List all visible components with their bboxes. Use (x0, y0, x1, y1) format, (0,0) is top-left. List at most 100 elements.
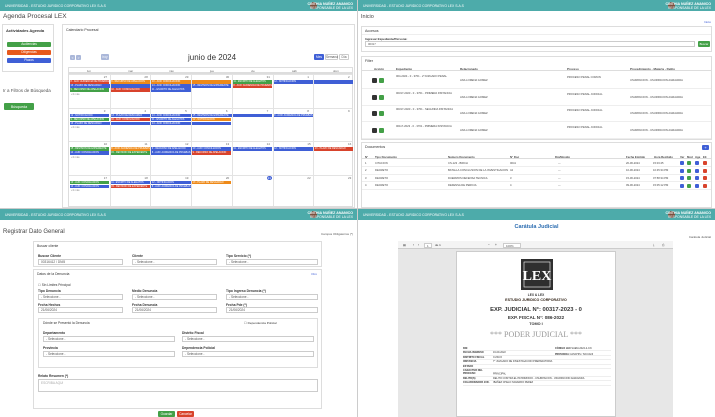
day-number[interactable]: 27 (103, 75, 108, 79)
department-select[interactable]: - Seleccione - (43, 336, 175, 342)
user-info[interactable]: CINTHIA NUÑEZ ANANICO RESPONSABLE DE LA … (308, 211, 353, 219)
prev-button[interactable]: < (70, 55, 75, 60)
day-number[interactable]: 11 (144, 142, 148, 146)
calendar-event[interactable]: 15 - REVISION DE EXPEDIENTE (110, 151, 150, 155)
calendar-event[interactable]: 14 - AUD: CONCILIACION (150, 113, 191, 117)
audiencias-button[interactable]: Audiencias (7, 42, 51, 47)
day-number[interactable]: 8 (307, 108, 309, 113)
search-icon[interactable] (379, 94, 384, 100)
view-icon[interactable] (680, 168, 684, 173)
avatar[interactable] (310, 211, 317, 218)
delete-icon[interactable] (703, 176, 707, 180)
avatar[interactable] (310, 2, 317, 9)
calendar-event[interactable]: 12 - NOTIFICACION (273, 147, 313, 151)
zoom-in-icon[interactable]: + (495, 243, 497, 247)
complaint-date-input[interactable]: 21/06/2024 (132, 307, 217, 313)
police-checkbox[interactable]: ☐ Dependencia Policial (244, 321, 277, 325)
calendar-event[interactable]: 15 - REVISION DE EXPEDIENTE (69, 147, 110, 151)
calendar-event[interactable]: 12 - NOTIFICACION (273, 80, 354, 84)
view-icon[interactable] (680, 161, 684, 165)
day-number[interactable]: 1 (307, 75, 309, 79)
table-row[interactable]: 00317-2023 - 0 - 3701 - PRIMERA INSTANCI… (362, 90, 711, 106)
calendar-event[interactable]: 12 - NOTIFICACION (69, 113, 110, 117)
prev-page-icon[interactable]: ‹ (413, 243, 415, 247)
calendar-event[interactable]: 15 - REVISION DE EXPEDIENTE (110, 184, 150, 188)
download-icon[interactable]: ⤓ (653, 243, 655, 247)
search-button[interactable]: Búsqueda (4, 103, 34, 110)
day-number[interactable]: 17 (103, 175, 108, 180)
table-row[interactable]: 004-2024 - 0 - 3701 - 2°JUZGADO PENAL AN… (362, 73, 711, 89)
day-number[interactable]: 3 (103, 108, 106, 113)
edit-icon[interactable] (372, 111, 377, 116)
calendar-event[interactable]: 13 - PLAZO DE DESCARGO (191, 180, 232, 184)
calendar-event[interactable]: 14 - AUD: CONCILIACION (69, 184, 110, 188)
day-number[interactable]: 6 (225, 108, 228, 113)
edit-icon[interactable] (372, 127, 377, 133)
view-day-button[interactable]: Día (339, 54, 349, 60)
day-number[interactable]: 19 (185, 175, 189, 180)
view-icon[interactable] (680, 176, 684, 180)
day-number[interactable]: 30 (225, 75, 230, 79)
next-page-icon[interactable]: › (418, 243, 420, 247)
plazos-button[interactable]: Plazos (7, 58, 51, 63)
day-number[interactable]: 2 (348, 75, 350, 79)
search-icon[interactable] (379, 111, 384, 116)
calendar-event[interactable]: 8 - AUD: AUDIENCIA DE PRUEBAS (69, 80, 110, 84)
modify-icon[interactable] (687, 176, 691, 180)
delete-icon[interactable] (703, 168, 707, 173)
diligencias-button[interactable]: Diligencias (7, 50, 51, 55)
user-info[interactable]: CINTHIA NUÑEZ ANANICO RESPONSABLE DE LA … (666, 211, 711, 219)
calendar-event[interactable]: 12 - NOTIFICACION (191, 117, 232, 121)
client-select[interactable]: - Seleccione - (132, 259, 217, 265)
day-number[interactable]: 22 (307, 175, 311, 180)
summary-textarea[interactable]: ESCRIBA AQUI (38, 379, 318, 392)
day-number[interactable]: 20 (225, 175, 230, 180)
modify-icon[interactable] (687, 161, 691, 165)
facts-date-input[interactable]: 21/06/2024 (38, 307, 123, 313)
day-number[interactable]: 5 (185, 108, 187, 113)
modify-icon[interactable] (687, 183, 691, 188)
user-info[interactable]: CINTHIA NUÑEZ ANANICO RESPONSABLE DE LA … (666, 2, 711, 10)
calendar-event[interactable]: 15 - REVISION DE EXPEDIENTE (191, 84, 232, 88)
more-events-link[interactable]: +3 más (71, 155, 80, 159)
calendar-event[interactable]: 8 - AUD: AUDIENCIA DE PRUEBAS (150, 151, 191, 155)
day-number[interactable]: 14 (266, 142, 270, 146)
day-number[interactable]: 23 (348, 175, 352, 180)
avatar[interactable] (668, 2, 675, 9)
table-row[interactable]: 4 DECRETO DEFENSA DE PERICIA 4 --- 09-06… (362, 183, 711, 190)
dni-input[interactable]: 00316412 / DNI5 (38, 259, 123, 265)
calendar-event[interactable]: 11 - ESCRITO DE ALEGATOS (232, 147, 273, 151)
add-document-button[interactable]: + (702, 145, 709, 150)
calendar-event[interactable]: 11 - ESCRITO DE ALEGATOS (232, 80, 273, 84)
day-number[interactable]: 13 (225, 142, 230, 146)
search-icon[interactable] (379, 78, 384, 83)
calendar-event[interactable]: 9 - RECURSO DE APELACION (110, 80, 150, 84)
page-number-input[interactable]: 1 (424, 242, 432, 248)
entry-type-select[interactable]: - Seleccione - (226, 294, 318, 300)
day-number[interactable]: 4 (144, 108, 147, 113)
view-week-button[interactable]: Semana (325, 54, 338, 60)
calendar-event[interactable]: 12 - NOTIFICACION (150, 180, 191, 184)
more-events-link[interactable]: +3 más (71, 189, 80, 192)
complaint-type-select[interactable]: - Seleccione - (38, 294, 123, 300)
avatar[interactable] (668, 211, 675, 218)
day-number[interactable]: 9 (348, 108, 350, 113)
calendar-event[interactable]: 13 - PLAZO DE DESCARGO (313, 147, 354, 151)
province-select[interactable]: - Seleccione - (43, 351, 175, 357)
more-events-link[interactable]: +3 más (71, 92, 80, 96)
calendar-event[interactable]: 8 - AUD: AUDIENCIA DE PRUEBAS (232, 84, 273, 88)
delete-icon[interactable] (703, 161, 707, 165)
today-button[interactable]: hoy (101, 54, 109, 60)
view-month-button[interactable]: Mes (314, 54, 324, 60)
schedule-icon[interactable] (695, 183, 699, 188)
day-number[interactable]: 16 (348, 142, 352, 146)
exp-search-input[interactable]: 00317 (365, 41, 695, 47)
calendar-event[interactable]: 14 - AUD: CONCILIACION (69, 151, 110, 155)
schedule-icon[interactable] (695, 168, 699, 173)
schedule-icon[interactable] (695, 161, 699, 165)
edit-icon[interactable] (372, 78, 377, 83)
table-row[interactable]: 00317-2023 - 0 - 3701 - SEGUNDA INSTANCI… (362, 106, 711, 122)
fiscal-district-select[interactable]: - Seleccione - (182, 336, 314, 342)
calendar-event[interactable]: 10 - AUD: CONCILIACION (69, 180, 110, 184)
calendar-event[interactable]: 11 - ESCRITO DE ALEGATOS (150, 88, 191, 92)
